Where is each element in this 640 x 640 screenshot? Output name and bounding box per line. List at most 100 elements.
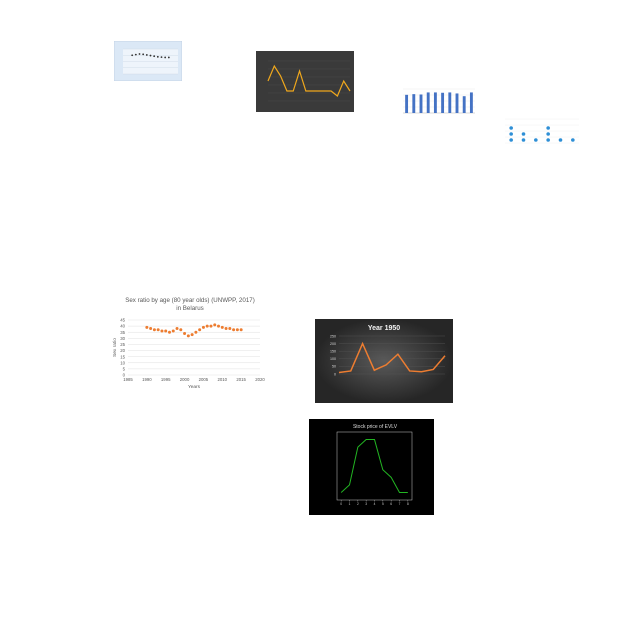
x-axis-title: Years (188, 384, 201, 390)
chart-background (256, 51, 354, 112)
data-point (213, 323, 217, 327)
data-dot (509, 126, 513, 130)
data-point (164, 329, 168, 333)
y-axis-title: Sex ratio (112, 338, 118, 357)
chart-background (315, 319, 453, 403)
data-point (156, 328, 160, 332)
x-tick-label: 1 (349, 502, 351, 506)
data-dot (509, 138, 513, 142)
chart-panel-5: Sex ratio by age (80 year olds) (UNWPP, … (110, 293, 270, 393)
data-point (232, 328, 236, 332)
chart-panel-3 (393, 79, 478, 134)
data-point (183, 331, 187, 335)
data-point (160, 329, 164, 333)
data-point (156, 55, 159, 58)
series-line (267, 64, 351, 97)
data-point (205, 324, 209, 328)
data-point (175, 327, 179, 331)
data-point (167, 56, 170, 59)
x-tick-label: 7 (399, 502, 401, 506)
x-tick-label: 2015 (236, 377, 246, 382)
data-point (138, 53, 141, 55)
y-tick-label: 100 (330, 357, 336, 361)
x-tick-label: 5 (382, 502, 384, 506)
x-tick-label: 1985 (123, 377, 133, 382)
chart-background (497, 111, 583, 153)
data-point (179, 328, 183, 332)
x-tick-label: 2010 (218, 377, 228, 382)
chart-panel-1 (114, 41, 182, 81)
sex-ratio-chart: Sex ratio by age (80 year olds) (UNWPP, … (110, 293, 270, 393)
bar (405, 94, 409, 113)
chart-panel-2 (256, 51, 354, 112)
data-dot (546, 126, 550, 130)
series-line (338, 341, 446, 374)
chart-title: Year 1950 (368, 325, 400, 332)
scatter-chart-1 (114, 41, 182, 81)
evlv-stock-chart: Stock price of EVLV 0 1 2 3 4 5 6 7 8 (309, 419, 434, 515)
data-point (145, 54, 148, 56)
data-point (149, 54, 152, 57)
y-tick-label: 0 (123, 373, 126, 378)
x-tick-label: 2 (357, 502, 359, 506)
data-point (153, 55, 156, 58)
chart-title: Stock price of EVLV (353, 424, 398, 430)
bar (433, 92, 437, 113)
y-tick-label: 150 (330, 350, 336, 354)
bar (469, 92, 473, 113)
data-point (171, 329, 175, 333)
data-point (134, 53, 137, 56)
data-point (220, 325, 224, 329)
data-point (235, 328, 239, 332)
y-tick-label: 20 (120, 348, 125, 353)
data-point (224, 327, 228, 331)
y-tick-label: 30 (120, 336, 125, 341)
y-tick-label: 5 (123, 366, 126, 371)
bar (441, 92, 445, 113)
x-tick-label: 1995 (161, 377, 171, 382)
x-tick-label: 0 (340, 502, 342, 506)
data-point (186, 334, 190, 338)
series-line (340, 439, 408, 493)
y-tick-label: 45 (120, 318, 125, 323)
data-dot (546, 138, 550, 142)
data-point (152, 328, 156, 332)
data-point (131, 54, 134, 57)
data-point (194, 330, 198, 334)
x-tick-label: 2005 (199, 377, 209, 382)
chart-title-line-1: Sex ratio by age (80 year olds) (UNWPP, … (125, 297, 255, 304)
dot-chart-4 (497, 111, 583, 153)
y-tick-label: 0 (334, 372, 336, 376)
x-tick-label: 1990 (142, 377, 152, 382)
bar (448, 92, 452, 113)
data-dot (534, 138, 538, 142)
y-tick-label: 200 (330, 342, 336, 346)
chart-panel-7: Stock price of EVLV 0 1 2 3 4 5 6 7 8 (309, 419, 434, 515)
data-dot (521, 132, 526, 136)
x-tick-label: 6 (390, 502, 392, 506)
x-tick-label: 8 (407, 502, 409, 506)
y-tick-label: 10 (120, 360, 125, 365)
data-point (145, 325, 149, 329)
data-point (198, 328, 202, 332)
bar (462, 96, 466, 113)
x-tick-label: 2000 (180, 377, 190, 382)
data-point (201, 325, 205, 329)
y-tick-label: 35 (120, 330, 125, 335)
chart-panel-4 (497, 111, 583, 153)
chart-background (309, 419, 434, 515)
year-1950-chart: Year 1950 0 50 100 150 200 250 (315, 319, 453, 403)
data-point (142, 53, 145, 56)
data-dot (558, 138, 563, 142)
y-tick-label: 25 (120, 342, 125, 347)
data-dot (509, 132, 513, 136)
chart-panel-6: Year 1950 0 50 100 150 200 250 (315, 319, 453, 403)
y-tick-label: 50 (332, 365, 336, 369)
bar (419, 94, 423, 113)
data-point (217, 324, 221, 328)
data-point (149, 327, 153, 331)
x-tick-label: 2020 (255, 377, 265, 382)
chart-background (110, 293, 270, 393)
line-chart-2 (256, 51, 354, 112)
data-point (228, 327, 232, 331)
